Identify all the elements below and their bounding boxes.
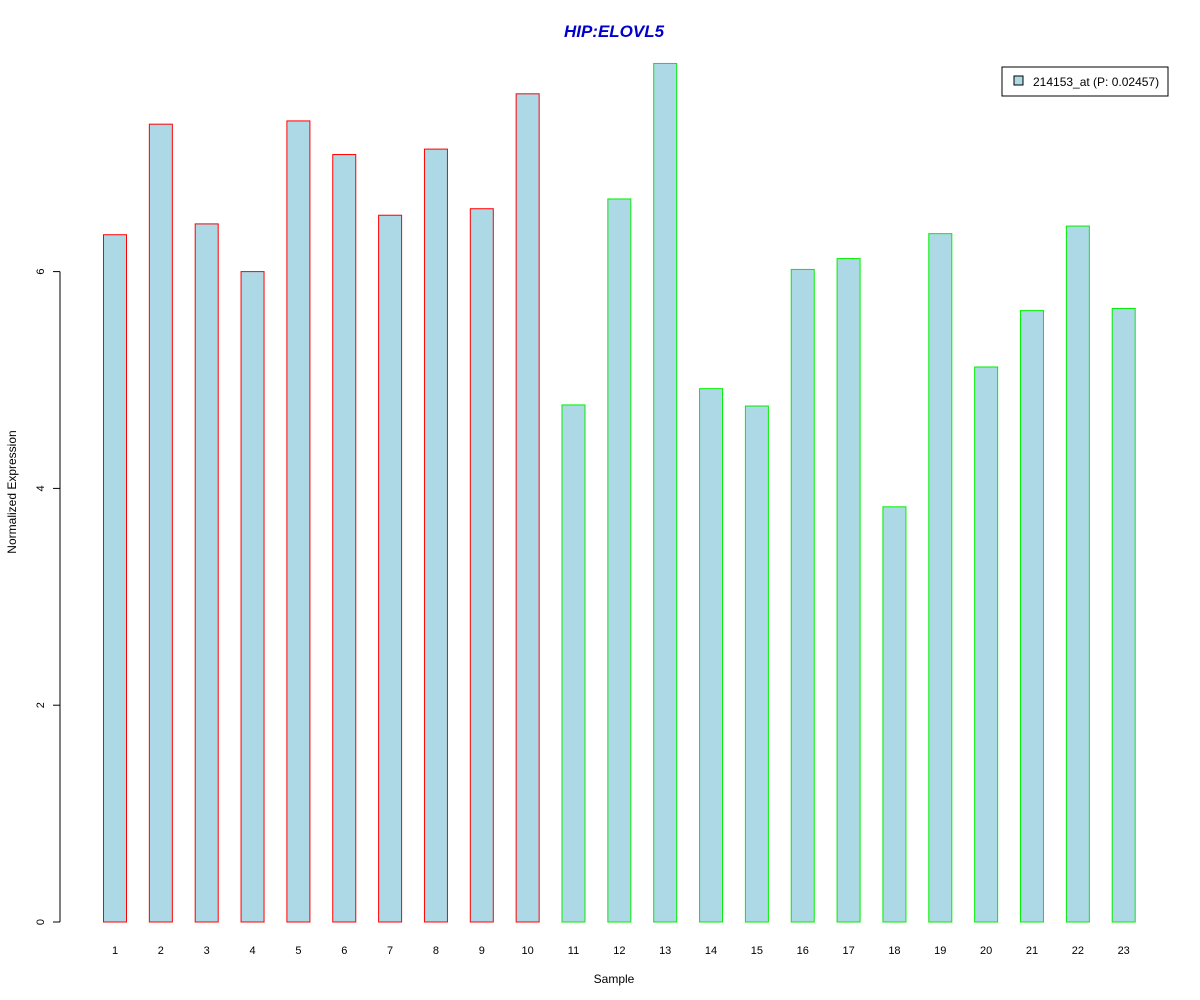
bar-sample-4: [240, 271, 265, 923]
x-tick-label: 12: [613, 945, 625, 957]
bar-sample-18: [882, 506, 907, 923]
bar-sample-19: [928, 233, 953, 923]
x-tick-label: 22: [1072, 945, 1084, 957]
x-tick-labels: 1 2 3 4 5 6 7 8 9 10 11 12 13 14 15 16 17 18 19 20 21 22 23: [112, 945, 1130, 957]
x-tick-label: 20: [980, 945, 992, 957]
x-tick-label: 7: [387, 945, 393, 957]
bar-sample-8: [423, 148, 448, 923]
x-tick-label: 15: [751, 945, 763, 957]
x-tick-label: 10: [522, 945, 534, 957]
bar-sample-1: [103, 234, 127, 923]
x-tick-label: 9: [479, 945, 485, 957]
bar-sample-17: [836, 258, 861, 923]
legend-label: 214153_at (P: 0.02457): [1033, 75, 1159, 89]
bar-sample-14: [699, 388, 724, 923]
bar-sample-5: [286, 120, 311, 923]
x-tick-label: 23: [1118, 945, 1130, 957]
x-tick-label: 4: [249, 945, 255, 957]
y-tick-label: 0: [35, 919, 47, 925]
legend-box: [1001, 66, 1169, 97]
x-axis-label: Sample: [594, 972, 635, 986]
x-tick-label: 18: [888, 945, 900, 957]
x-tick-label: 8: [433, 945, 439, 957]
bar-sample-12: [607, 198, 632, 923]
y-tick-label: 6: [35, 269, 47, 275]
bar-sample-23: [1111, 307, 1136, 923]
y-tick-label: 4: [35, 485, 47, 491]
x-tick-label: 2: [158, 945, 164, 957]
legend: 214153_at (P: 0.02457): [1001, 66, 1169, 97]
bar-sample-16: [790, 268, 815, 923]
x-tick-label: 3: [204, 945, 210, 957]
bar-sample-10: [515, 93, 540, 923]
x-tick-label: 21: [1026, 945, 1038, 957]
bar-sample-11: [561, 404, 586, 923]
bar-sample-3: [194, 223, 219, 923]
x-tick-label: 11: [568, 945, 579, 957]
x-tick-label: 17: [842, 945, 854, 957]
x-tick-label: 16: [797, 945, 809, 957]
bar-sample-6: [332, 154, 357, 923]
y-axis-label: Normalized Expression: [5, 430, 19, 553]
chart-title: HIP:ELOVL5: [564, 22, 665, 41]
y-axis: 0 2 4 6: [35, 269, 61, 925]
bar-sample-22: [1065, 225, 1090, 923]
x-tick-label: 5: [295, 945, 301, 957]
x-tick-label: 19: [934, 945, 946, 957]
bar-sample-20: [974, 366, 999, 923]
x-tick-label: 14: [705, 945, 717, 957]
legend-swatch: [1013, 75, 1024, 86]
x-tick-label: 6: [341, 945, 347, 957]
bar-sample-2: [148, 123, 173, 923]
bar-sample-7: [378, 214, 403, 923]
bars-group: [103, 62, 1136, 923]
x-tick-label: 1: [112, 945, 118, 957]
x-tick-label: 13: [659, 945, 671, 957]
bar-sample-15: [744, 405, 769, 923]
y-tick-label: 2: [35, 702, 47, 708]
bar-sample-9: [469, 208, 494, 923]
bar-sample-21: [1020, 310, 1044, 923]
bar-sample-13: [653, 62, 678, 923]
